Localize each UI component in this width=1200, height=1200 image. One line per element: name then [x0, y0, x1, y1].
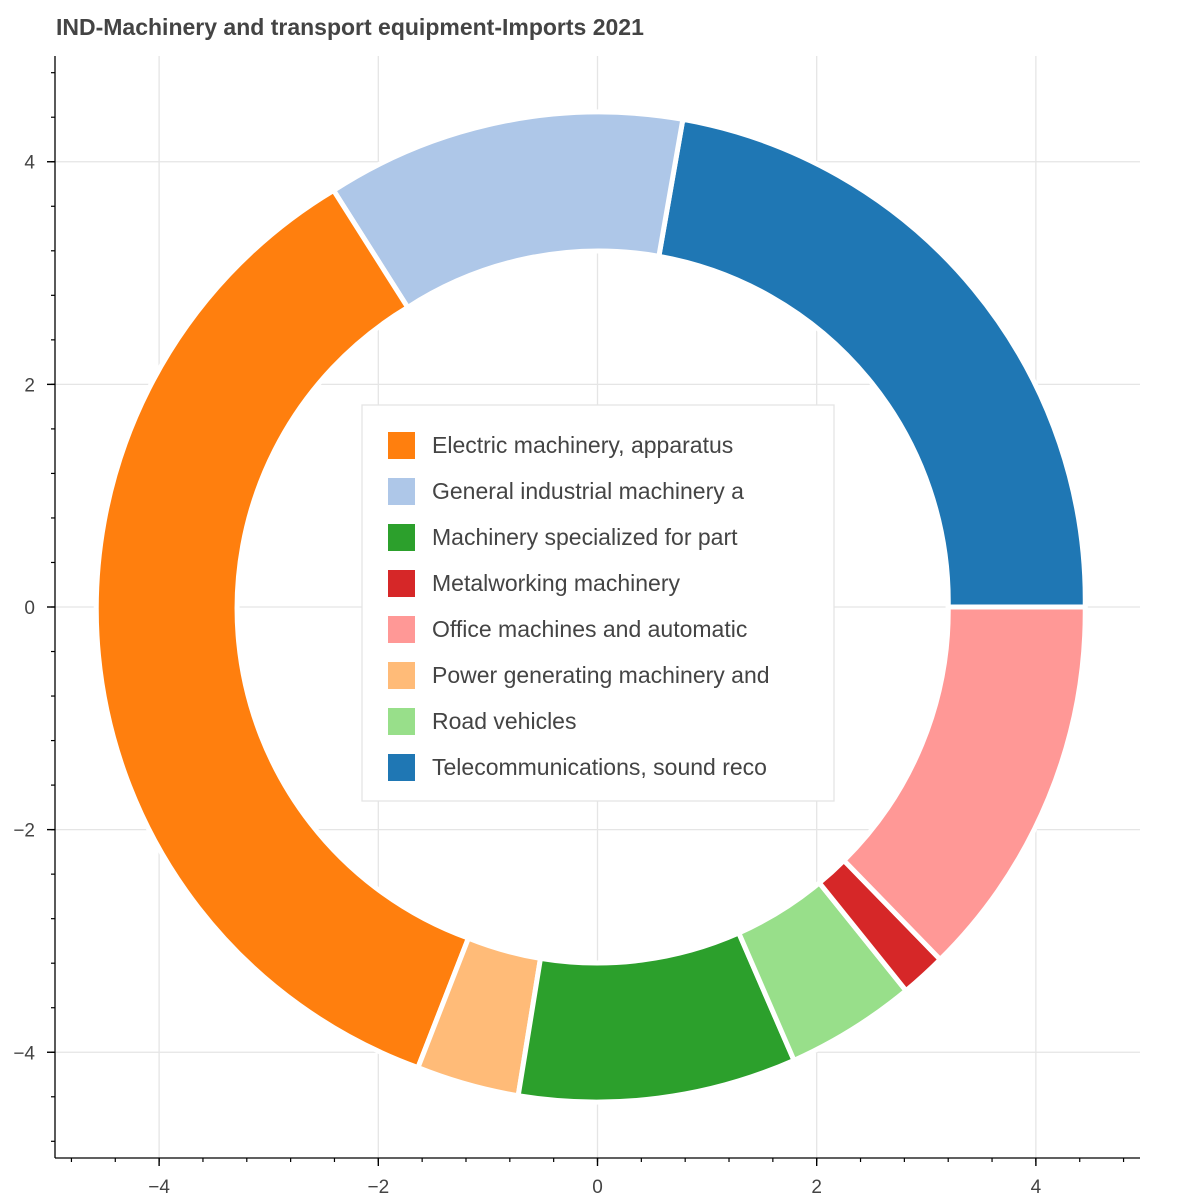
legend-swatch	[388, 616, 415, 643]
legend-label: Office machines and automatic	[432, 616, 747, 642]
y-tick-label: 0	[24, 598, 35, 619]
x-tick-label: −2	[367, 1177, 389, 1198]
chart-title: IND-Machinery and transport equipment-Im…	[56, 14, 644, 40]
x-tick-label: 4	[1031, 1177, 1042, 1198]
legend-swatch	[388, 524, 415, 551]
donut-slice-7	[840, 604, 1088, 964]
axes: −4 −2 0 2 4 4 2 0 −2 −4	[13, 56, 1140, 1198]
legend-swatch	[388, 478, 415, 505]
legend-label: Metalworking machinery	[432, 570, 680, 596]
donut-slices	[93, 109, 1088, 1105]
x-tick-label: 0	[592, 1177, 603, 1198]
y-tick-label: −2	[13, 821, 35, 842]
legend-swatch	[388, 570, 415, 597]
y-tick-label: 4	[24, 153, 35, 174]
x-tick-label: 2	[811, 1177, 822, 1198]
legend-label: Power generating machinery and	[432, 662, 770, 688]
y-tick-label: 2	[24, 375, 35, 396]
legend-box	[361, 404, 835, 802]
legend-swatch	[388, 754, 415, 781]
legend-label: Telecommunications, sound reco	[432, 754, 767, 780]
legend-swatch	[388, 662, 415, 689]
donut-slice-0	[655, 116, 1088, 610]
legend-label: General industrial machinery a	[432, 478, 744, 504]
legend-swatch	[388, 432, 415, 459]
x-tick-label: −4	[148, 1177, 170, 1198]
legend: Electric machinery, apparatus General ind…	[361, 404, 835, 802]
legend-swatch	[388, 708, 415, 735]
y-tick-label: −4	[13, 1043, 35, 1064]
legend-label: Machinery specialized for part	[432, 524, 738, 550]
legend-label: Electric machinery, apparatus	[432, 432, 733, 458]
legend-label: Road vehicles	[432, 708, 576, 734]
donut-slice-2	[93, 187, 472, 1071]
